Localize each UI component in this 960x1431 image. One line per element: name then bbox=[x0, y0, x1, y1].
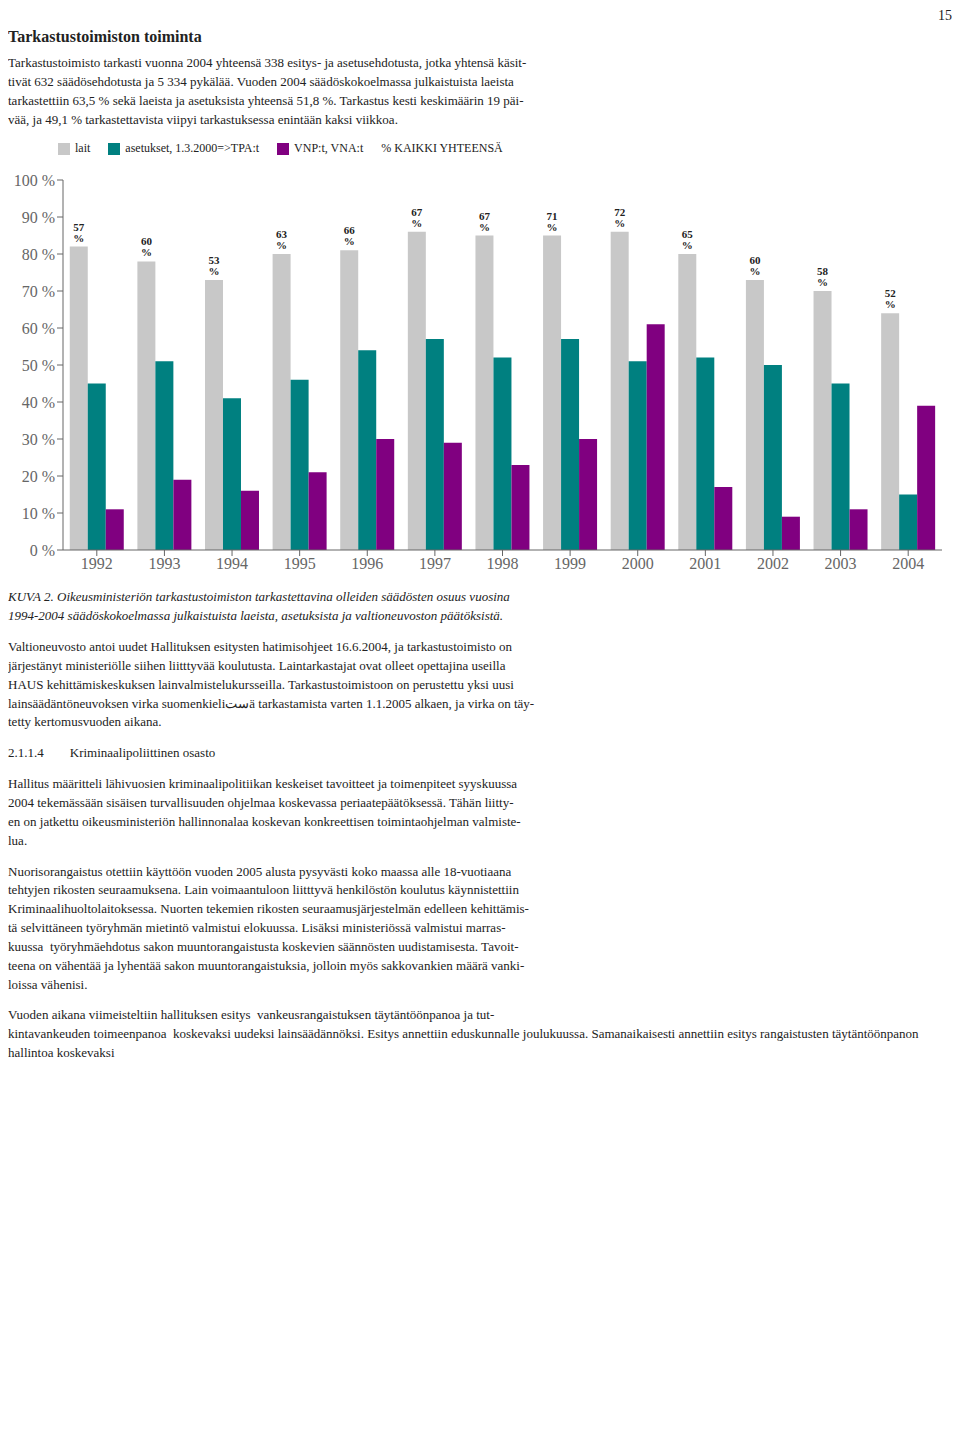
svg-text:2002: 2002 bbox=[757, 556, 789, 573]
svg-text:65%: 65% bbox=[682, 228, 694, 251]
svg-text:2001: 2001 bbox=[689, 556, 721, 573]
svg-text:30 %: 30 % bbox=[22, 431, 55, 448]
html-text:Vuoden aikana viimeisteltiin h: Vuoden aikana viimeisteltiin hallituksen… bbox=[8, 1007, 922, 1061]
svg-text:1995: 1995 bbox=[284, 556, 316, 573]
svg-text:57%: 57% bbox=[73, 221, 85, 244]
html-text:VNP:t, VNA:t: VNP:t, VNA:t bbox=[294, 141, 364, 156]
svg-text:2003: 2003 bbox=[825, 556, 857, 573]
svg-text:2004: 2004 bbox=[892, 556, 924, 573]
svg-text:1999: 1999 bbox=[554, 556, 586, 573]
svg-text:60%: 60% bbox=[749, 254, 761, 277]
svg-text:60 %: 60 % bbox=[22, 320, 55, 337]
html-text:2.1.1.4 Kriminaalipoliittinen: 2.1.1.4 Kriminaalipoliittinen osasto bbox=[8, 745, 216, 761]
svg-text:80 %: 80 % bbox=[22, 246, 55, 263]
html-text:Valtioneuvosto antoi uudet Hal: Valtioneuvosto antoi uudet Hallituksen e… bbox=[8, 639, 535, 730]
html-text:% KAIKKI YHTEENSÄ: % KAIKKI YHTEENSÄ bbox=[381, 141, 503, 156]
html-text:asetukset, 1.3.2000=>TPA:t: asetukset, 1.3.2000=>TPA:t bbox=[125, 141, 260, 156]
svg-text:1992: 1992 bbox=[81, 556, 113, 573]
svg-text:60%: 60% bbox=[141, 236, 153, 259]
svg-text:1994: 1994 bbox=[216, 556, 248, 573]
svg-text:72%: 72% bbox=[614, 206, 626, 229]
html-text:Nuorisorangaistus otettiin käy: Nuorisorangaistus otettiin käyttöön vuod… bbox=[8, 863, 529, 992]
svg-text:2000: 2000 bbox=[622, 556, 654, 573]
html-text:lait: lait bbox=[75, 141, 91, 156]
svg-text:90 %: 90 % bbox=[22, 209, 55, 226]
svg-text:100 %: 100 % bbox=[14, 172, 55, 189]
svg-text:10 %: 10 % bbox=[22, 505, 55, 522]
svg-text:20 %: 20 % bbox=[22, 468, 55, 485]
svg-text:1997: 1997 bbox=[419, 556, 451, 573]
svg-text:1996: 1996 bbox=[351, 556, 383, 573]
html-text:15: 15 bbox=[938, 8, 952, 23]
svg-text:50 %: 50 % bbox=[22, 357, 55, 374]
svg-text:0 %: 0 % bbox=[30, 542, 55, 559]
svg-text:52%: 52% bbox=[885, 288, 897, 311]
svg-text:1993: 1993 bbox=[148, 556, 180, 573]
svg-text:66%: 66% bbox=[344, 225, 356, 248]
svg-text:53%: 53% bbox=[208, 254, 220, 277]
html-text:Hallitus määritteli lähivuosie: Hallitus määritteli lähivuosien kriminaa… bbox=[8, 776, 521, 848]
svg-text:58%: 58% bbox=[817, 265, 829, 288]
svg-text:67%: 67% bbox=[479, 210, 491, 233]
svg-text:40 %: 40 % bbox=[22, 394, 55, 411]
html-text:KUVA 2. Oikeusministeriön tark: KUVA 2. Oikeusministeriön tarkastustoimi… bbox=[8, 589, 510, 624]
svg-text:63%: 63% bbox=[276, 228, 288, 251]
svg-text:67%: 67% bbox=[411, 206, 423, 229]
svg-text:1998: 1998 bbox=[487, 556, 519, 573]
svg-text:71%: 71% bbox=[547, 210, 558, 233]
html-text:Tarkastustoimisto tarkasti vuo: Tarkastustoimisto tarkasti vuonna 2004 y… bbox=[8, 55, 527, 127]
html-text:Tarkastustoimiston toiminta: Tarkastustoimiston toiminta bbox=[8, 28, 202, 45]
svg-text:70 %: 70 % bbox=[22, 283, 55, 300]
